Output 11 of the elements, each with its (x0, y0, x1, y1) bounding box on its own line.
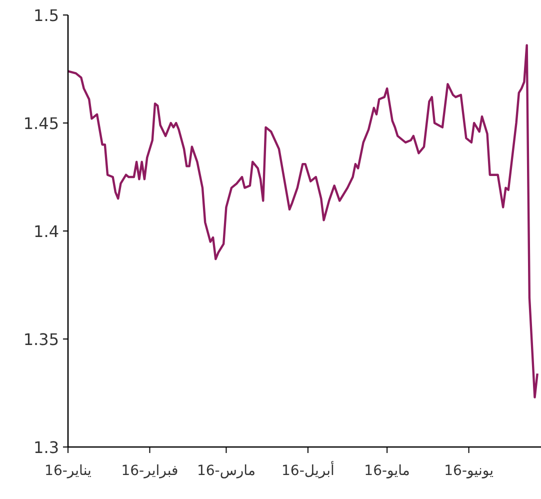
x-tick-label: يناير-16 (44, 463, 92, 479)
y-tick-label: 1.35 (23, 330, 59, 349)
y-tick-label: 1.3 (34, 438, 59, 457)
y-tick-label: 1.4 (34, 222, 59, 241)
x-tick-label: يونيو-16 (444, 463, 494, 479)
x-tick-label: مايو-16 (364, 463, 410, 479)
y-tick-label: 1.5 (34, 6, 59, 25)
x-tick-label: فبراير-16 (121, 463, 178, 479)
y-tick-label: 1.45 (23, 114, 59, 133)
x-tick-label: أبريل-16 (282, 461, 335, 479)
x-tick-label: مارس-16 (196, 463, 256, 479)
